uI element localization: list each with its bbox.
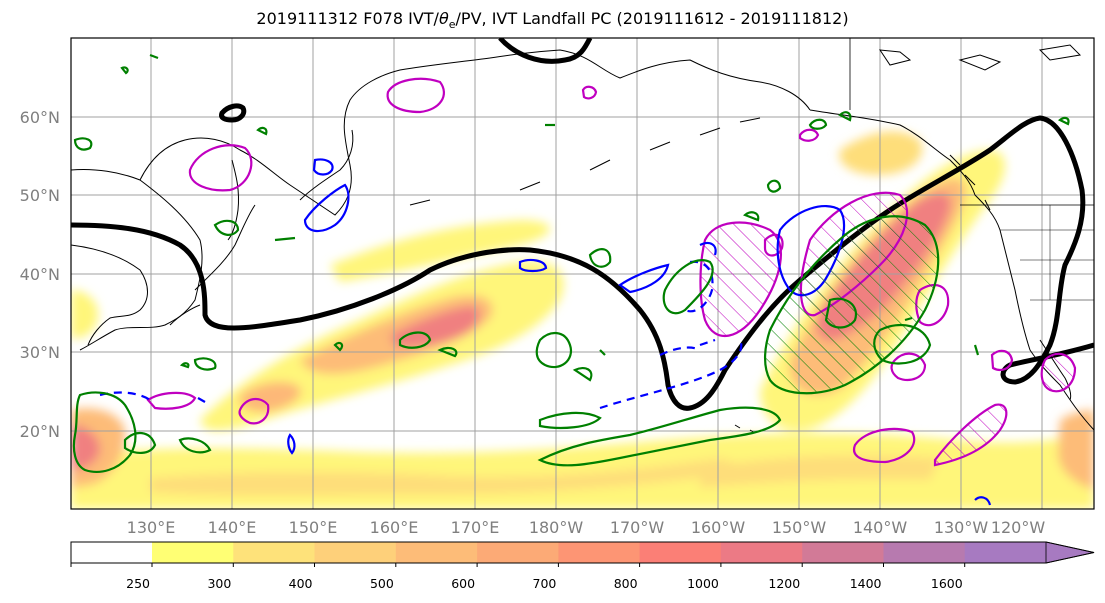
colorbar-segment [964, 542, 1047, 563]
colorbar-tick-label: 1600 [931, 576, 963, 591]
colorbar-tick-label: 400 [289, 576, 313, 591]
colorbar-segment [152, 542, 234, 563]
latitude-labels: 60°N 50°N 40°N 30°N 20°N [20, 108, 60, 441]
colorbar: 250 300 400 500 600 700 800 1000 1200 1400 1600 [70, 541, 1095, 591]
lat-label: 50°N [20, 186, 60, 205]
colorbar-tick-label: 250 [126, 576, 150, 591]
ivt-spot-150e [239, 381, 301, 413]
colorbar-segment [883, 542, 966, 563]
colorbar-outline [70, 541, 1095, 564]
coast-asia [71, 169, 203, 351]
colorbar-segment [477, 542, 559, 563]
lat-label: 30°N [20, 343, 60, 362]
coast-russia-east [139, 57, 491, 216]
coast-alaska [809, 109, 1001, 231]
landfall-contour [71, 115, 1094, 411]
ivt-plume-west-core [390, 306, 480, 348]
border-us-canada [849, 38, 1094, 206]
map-border [70, 37, 1095, 510]
colorbar-segment [314, 542, 397, 563]
chart-title: 2019111312 F078 IVT/θe/PV, IVT Landfall … [256, 9, 849, 32]
landfall-contour-top [498, 38, 593, 64]
ivt-upper-streak [330, 220, 550, 282]
graticule [71, 38, 1094, 509]
lon-label: 130°E [127, 518, 176, 537]
colorbar-tick-label: 300 [207, 576, 231, 591]
colorbar-tick-label: 1400 [850, 576, 882, 591]
lon-label: 180°W [529, 518, 584, 537]
lon-label: 160°E [370, 518, 419, 537]
coast-korea-china [71, 244, 148, 346]
colorbar-segment [233, 542, 316, 563]
ivt-east-edge [1058, 410, 1094, 490]
colorbar-tick-label: 500 [370, 576, 394, 591]
coast-westcoast-na [999, 229, 1094, 431]
pv-mag-east-hatch [1040, 352, 1077, 393]
theta-green-trop [537, 406, 782, 467]
ivt-west-edge [71, 290, 99, 339]
colorbar-segment [639, 542, 722, 563]
colorbar-white [71, 542, 152, 563]
lon-label: 170°E [451, 518, 500, 537]
lon-label: 150°W [772, 518, 827, 537]
lon-label: 150°E [289, 518, 338, 537]
pv-mag-se-hatch [933, 403, 1008, 467]
coast-japan [169, 204, 256, 326]
colorbar-tick-label: 700 [533, 576, 557, 591]
theta-green-contours [72, 53, 1070, 473]
coast-bering [489, 49, 811, 111]
longitude-labels: 130°E 140°E 150°E 160°E 170°E 180°W 170°… [127, 518, 1046, 537]
lat-label: 20°N [20, 422, 60, 441]
colorbar-tick-label: 1000 [687, 576, 719, 591]
colorbar-tick-label: 1200 [768, 576, 800, 591]
coast-arctic-islands [878, 44, 1082, 71]
lat-label: 60°N [20, 108, 60, 127]
lat-label: 40°N [20, 265, 60, 284]
ivt-ar-top [839, 131, 923, 176]
lon-label: 140°E [208, 518, 257, 537]
colorbar-segment [558, 542, 641, 563]
colorbar-segment [720, 542, 803, 563]
ivt-band-south-inner [150, 458, 760, 496]
ivt-philippines-core [71, 425, 100, 470]
colorbar-tick-label: 600 [451, 576, 475, 591]
border-us-states [1000, 205, 1094, 301]
colorbar-segment [802, 542, 884, 563]
colorbar-segment [395, 542, 478, 563]
lon-label: 120°W [991, 518, 1046, 537]
landfall-contour-small [219, 103, 247, 123]
coast-aleutians [409, 117, 761, 206]
lon-label: 140°W [853, 518, 908, 537]
colorbar-arrow [1045, 541, 1095, 564]
colorbar-tick-label: 800 [614, 576, 638, 591]
lon-label: 160°W [691, 518, 746, 537]
coast-kamchatka [299, 129, 354, 201]
lon-label: 170°W [610, 518, 665, 537]
lon-label: 130°W [934, 518, 989, 537]
